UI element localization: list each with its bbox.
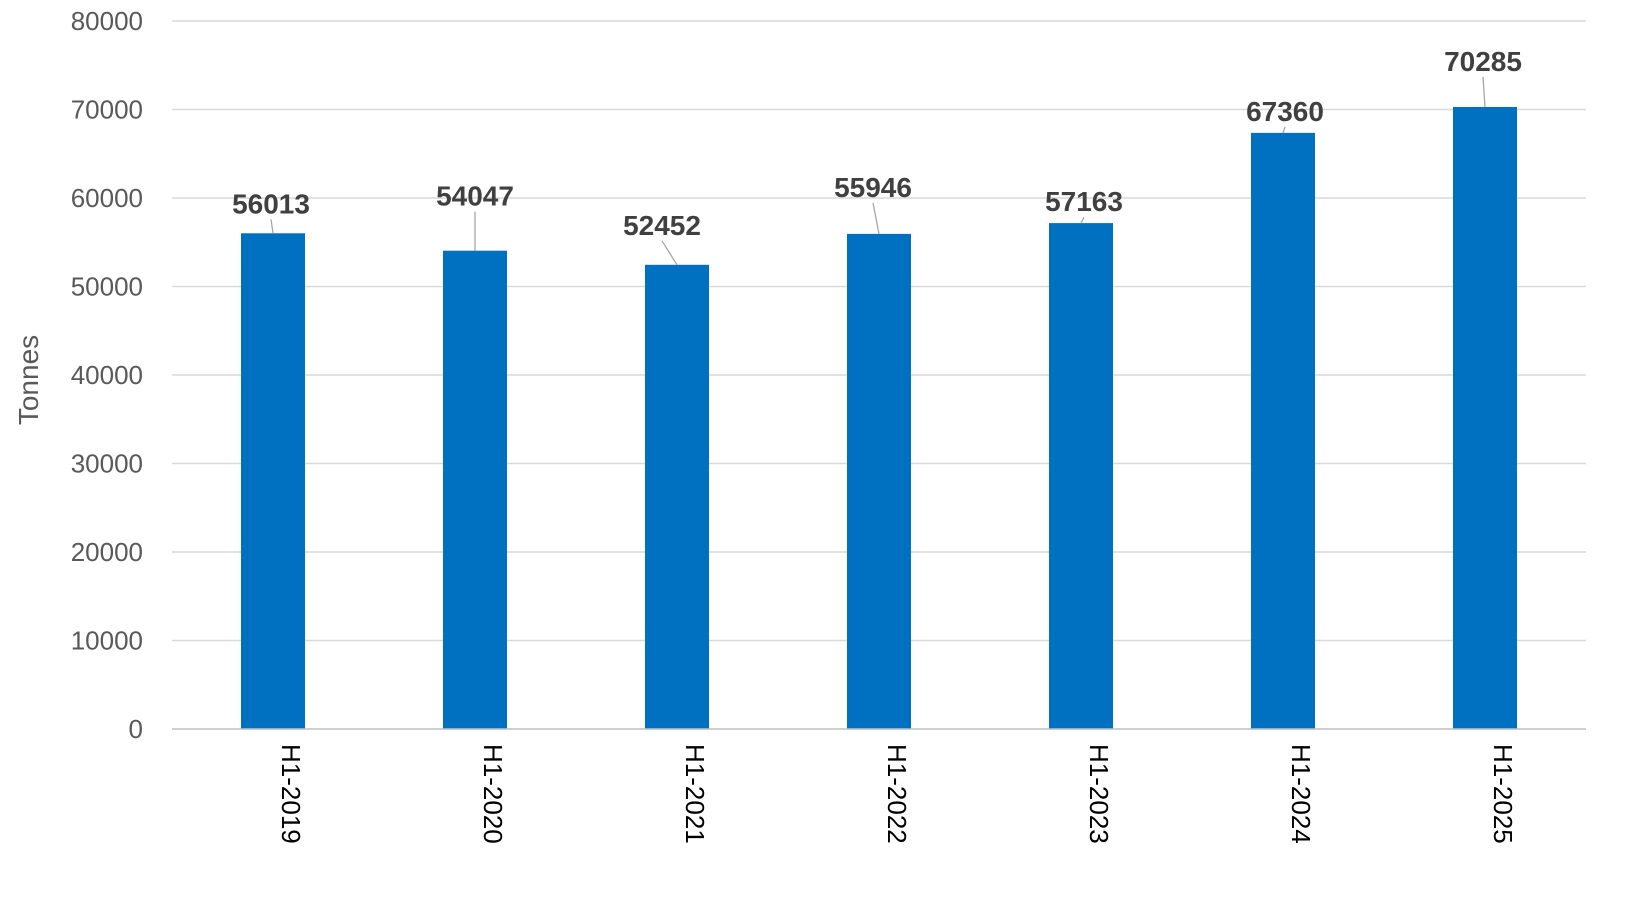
y-axis-ticks: 0 10000 20000 30000 40000 50000 60000 70000 8000… xyxy=(71,6,143,744)
x-tick-label: H1-2023 xyxy=(1084,744,1114,844)
data-label-leader xyxy=(270,219,274,234)
data-label: 57163 xyxy=(1045,186,1123,217)
data-label: 52452 xyxy=(623,210,701,241)
data-label-leader xyxy=(1080,216,1085,224)
bar-H1-2021 xyxy=(645,264,709,729)
x-tick-label: H1-2019 xyxy=(276,744,306,844)
bar-H1-2024 xyxy=(1251,132,1315,729)
y-tick-label: 30000 xyxy=(71,449,143,479)
y-axis-label: Tonnes xyxy=(13,335,44,425)
bar-H1-2023 xyxy=(1049,223,1113,729)
y-tick-label: 0 xyxy=(129,714,143,744)
bar-H1-2020 xyxy=(443,250,507,729)
x-axis-ticks: H1-2019 H1-2020 H1-2021 H1-2022 H1-2023 H1-20… xyxy=(276,744,1518,844)
x-tick-label: H1-2025 xyxy=(1488,744,1518,844)
y-tick-label: 80000 xyxy=(71,6,143,36)
data-label: 67360 xyxy=(1246,96,1324,127)
data-label: 54047 xyxy=(436,181,514,212)
x-tick-label: H1-2021 xyxy=(680,744,710,844)
y-tick-label: 70000 xyxy=(71,95,143,125)
data-label-leader xyxy=(1482,76,1486,108)
bars xyxy=(241,106,1517,729)
x-tick-label: H1-2020 xyxy=(478,744,508,844)
y-tick-label: 20000 xyxy=(71,537,143,567)
data-label-leader xyxy=(872,202,880,235)
data-label-leader xyxy=(661,240,678,266)
bar-H1-2025 xyxy=(1453,106,1517,729)
data-label: 55946 xyxy=(834,172,912,203)
y-tick-label: 50000 xyxy=(71,272,143,302)
data-label-leader xyxy=(1282,126,1286,134)
bar-H1-2019 xyxy=(241,233,305,729)
data-label: 56013 xyxy=(232,188,310,219)
y-tick-label: 60000 xyxy=(71,183,143,213)
bar-H1-2022 xyxy=(847,233,911,729)
data-label-leaders xyxy=(270,76,1486,266)
data-label: 70285 xyxy=(1444,46,1522,77)
x-tick-label: H1-2024 xyxy=(1286,744,1316,844)
x-tick-label: H1-2022 xyxy=(882,744,912,844)
y-tick-label: 40000 xyxy=(71,360,143,390)
data-labels: 56013 54047 52452 55946 57163 67360 70285 xyxy=(232,46,1522,241)
y-tick-label: 10000 xyxy=(71,626,143,656)
